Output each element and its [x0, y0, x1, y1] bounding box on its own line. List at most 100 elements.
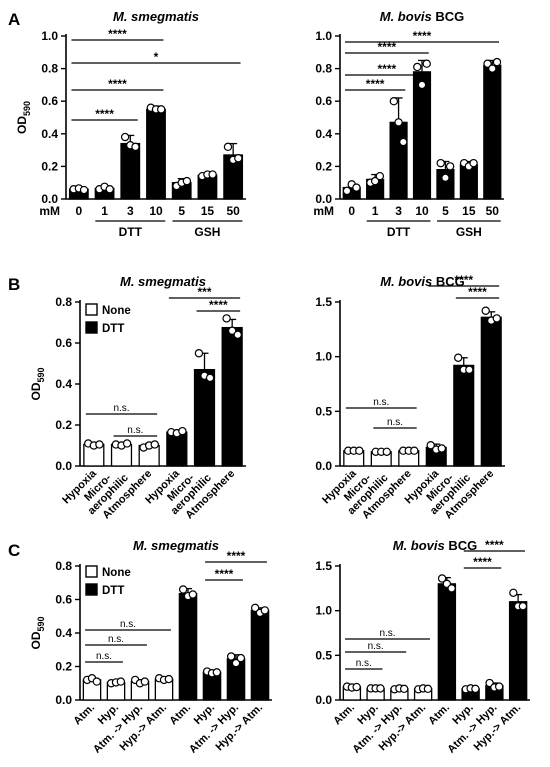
data-point — [342, 186, 352, 196]
chart-title-species: M. smegmatis — [113, 9, 199, 24]
significance-label: **** — [366, 77, 385, 91]
significance-label: **** — [413, 29, 432, 43]
data-point — [105, 185, 114, 194]
bar — [120, 142, 141, 200]
bar — [508, 601, 528, 701]
group-label: DTT — [387, 225, 411, 239]
y-tick-label: 0.0 — [315, 192, 332, 206]
legend-swatch-dtt — [85, 583, 98, 596]
data-point — [260, 606, 270, 615]
data-point — [469, 158, 478, 168]
y-tick-label: 0.5 — [315, 648, 332, 662]
y-axis-label-main: OD — [29, 382, 43, 400]
data-point — [413, 62, 422, 72]
group-label: GSH — [456, 225, 482, 239]
y-axis-label-main: OD — [15, 116, 29, 134]
data-point — [227, 326, 237, 335]
y-tick-label: 0.8 — [55, 295, 72, 309]
panel-letter-B: B — [8, 275, 20, 294]
data-point — [422, 59, 431, 68]
data-point — [389, 96, 399, 106]
chart-C-bovis: M. bovis BCG 0.0 0.5 1.0 1.5 **** **** n.s. n.s.… — [315, 538, 530, 756]
x-tick-label: 15 — [462, 204, 476, 218]
x-tick-label: 50 — [486, 204, 500, 218]
data-point — [437, 444, 446, 453]
data-point — [375, 171, 385, 181]
data-point — [483, 59, 492, 68]
data-point — [116, 677, 126, 686]
data-point — [92, 677, 102, 686]
data-point — [140, 677, 150, 686]
data-point — [188, 590, 198, 599]
bar — [453, 364, 475, 467]
data-point — [376, 684, 385, 693]
y-axis-label: OD590 — [29, 616, 46, 649]
data-point — [222, 314, 231, 323]
bar — [412, 71, 432, 200]
data-point — [370, 176, 380, 186]
y-tick-label: 0.0 — [41, 192, 58, 206]
chart-title: M. bovis BCG — [393, 538, 478, 553]
data-point — [518, 602, 528, 611]
significance-label: **** — [454, 273, 473, 287]
data-point — [417, 80, 427, 90]
y-tick-label: 0.4 — [315, 127, 332, 141]
data-point — [226, 652, 236, 661]
significance-label: n.s. — [379, 628, 395, 639]
x-tick-label: 5 — [178, 204, 185, 218]
y-axis-label-sub: 590 — [36, 367, 46, 382]
chart-title-species: M. bovis — [380, 9, 432, 24]
data-point — [156, 105, 166, 114]
y-tick-label: 0.2 — [41, 159, 58, 173]
data-point — [426, 441, 435, 450]
bar — [483, 64, 502, 200]
chart-title-suffix: BCG — [432, 9, 465, 24]
significance-label: **** — [468, 285, 487, 299]
dose-unit-label: mM — [313, 204, 334, 218]
y-tick-label: 1.0 — [315, 604, 332, 618]
chart-A-smegmatis: M. smegmatis0.00.20.40.60.81.0OD590*****… — [15, 9, 246, 239]
y-tick-label: 1.5 — [315, 559, 332, 573]
chart-B-smegmatis: M. smegmatis 0.0 0.2 0.4 0.6 0.8 OD590 ******* n… — [29, 274, 246, 522]
y-tick-label: 0.5 — [315, 404, 332, 418]
data-point — [436, 158, 445, 168]
y-tick-label: 0.4 — [41, 127, 58, 141]
legend-label-none: None — [102, 567, 131, 579]
y-tick-label: 0.2 — [315, 159, 332, 173]
x-tick-label: Atm. — [331, 702, 357, 728]
data-point — [399, 137, 408, 147]
y-tick-label: 0.2 — [55, 418, 72, 432]
chart-B-bovis: M. bovis BCG 0.0 0.5 1.0 1.5 ******** n.s. n.s.… — [315, 273, 505, 522]
y-tick-label: 0.6 — [55, 336, 72, 350]
significance-label: **** — [473, 555, 492, 569]
y-tick-label: 0.2 — [55, 660, 72, 674]
y-tick-label: 0.4 — [55, 377, 72, 391]
data-point — [382, 447, 391, 456]
chart-title: M. smegmatis — [120, 274, 206, 289]
group-label: DTT — [119, 225, 143, 239]
legend-label-dtt: DTT — [102, 585, 124, 597]
y-axis-label-main: OD — [29, 631, 43, 649]
y-axis-label-sub: 590 — [22, 101, 32, 116]
significance-label: n.s. — [96, 651, 112, 662]
x-tick-label: 3 — [395, 204, 402, 218]
data-point — [231, 658, 241, 668]
y-tick-label: 0.8 — [315, 62, 332, 76]
data-point — [208, 170, 217, 179]
data-point — [410, 446, 419, 455]
bar — [178, 592, 198, 701]
significance-label: **** — [227, 549, 246, 563]
significance-label: n.s. — [108, 634, 124, 645]
x-tick-label: 15 — [201, 204, 215, 218]
y-tick-label: 0.6 — [55, 593, 72, 607]
data-point — [223, 142, 233, 152]
chart-title-species: M. smegmatis — [133, 538, 219, 553]
x-tick-label: 1 — [101, 204, 108, 218]
bar — [221, 326, 243, 467]
legend-swatch-none — [85, 565, 98, 578]
significance-label: n.s. — [127, 425, 143, 436]
y-tick-label: 1.0 — [315, 29, 332, 43]
x-tick-label: 0 — [348, 204, 355, 218]
y-tick-label: 1.5 — [315, 295, 332, 309]
y-tick-label: 0.4 — [55, 626, 72, 640]
